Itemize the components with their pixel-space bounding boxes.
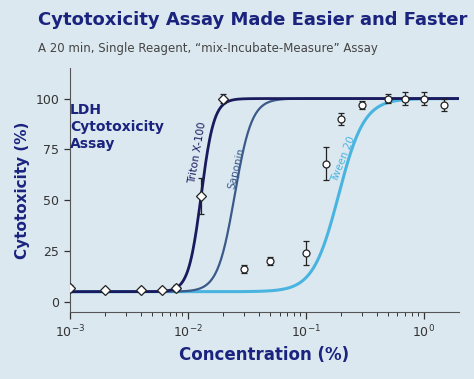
Text: LDH
Cytotoxicity
Assay: LDH Cytotoxicity Assay [70,103,164,151]
Text: Triton X-100: Triton X-100 [187,121,208,184]
Text: Cytotoxicity Assay Made Easier and Faster: Cytotoxicity Assay Made Easier and Faste… [38,11,467,29]
Text: Saponin: Saponin [227,147,246,190]
X-axis label: Concentration (%): Concentration (%) [179,346,349,364]
Text: A 20 min, Single Reagent, “mix-Incubate-Measure” Assay: A 20 min, Single Reagent, “mix-Incubate-… [38,42,378,55]
Text: Tween 20: Tween 20 [330,135,357,184]
Y-axis label: Cytotoxicity (%): Cytotoxicity (%) [15,121,30,259]
